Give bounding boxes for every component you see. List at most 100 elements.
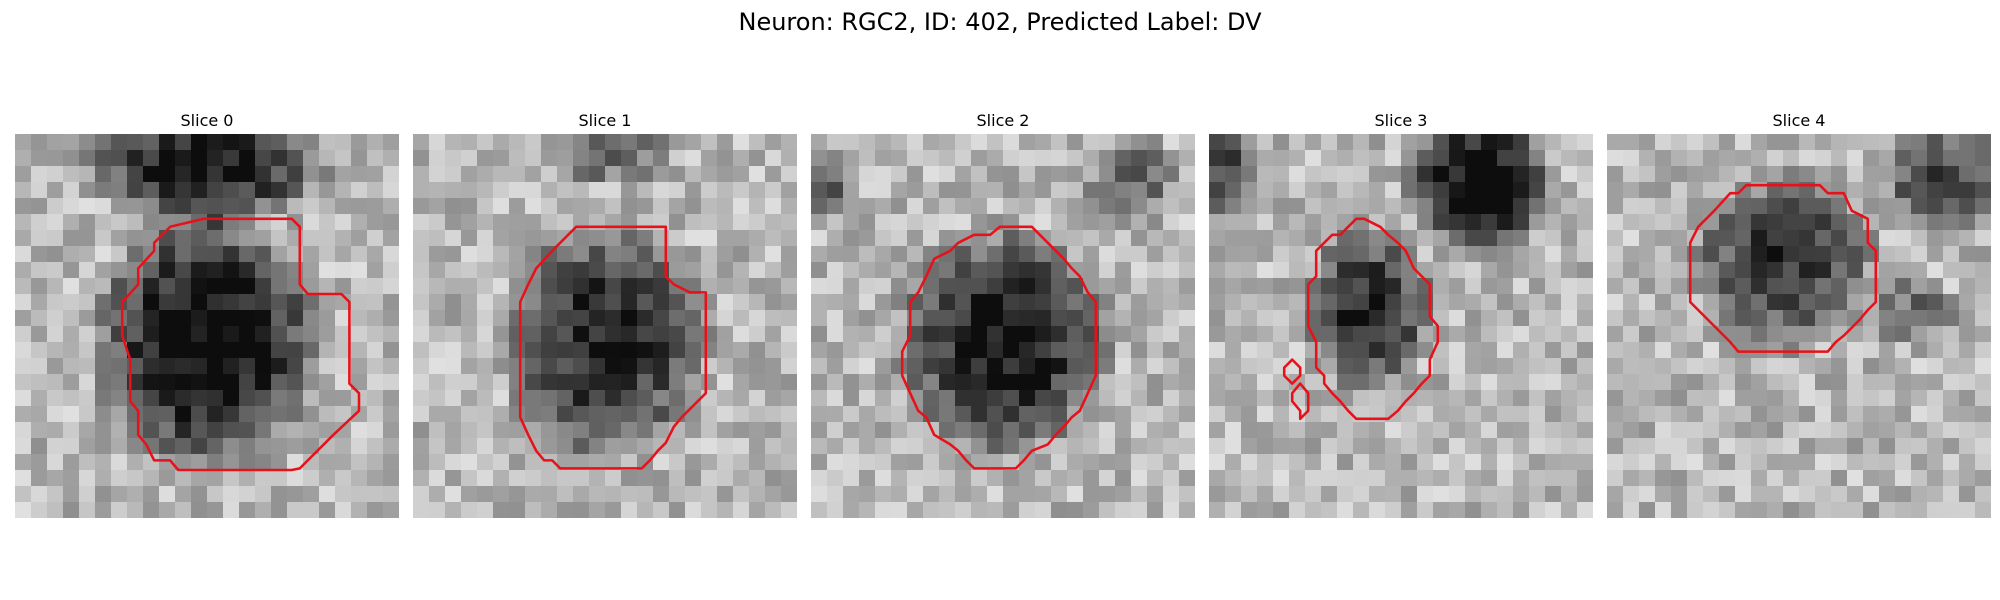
pixel <box>351 422 368 439</box>
pixel <box>239 310 256 327</box>
pixel <box>1975 310 1991 327</box>
pixel <box>891 166 908 183</box>
slice-image-1 <box>413 134 797 518</box>
pixel <box>303 310 320 327</box>
pixel <box>859 150 876 167</box>
pixel <box>1687 310 1704 327</box>
pixel <box>351 150 368 167</box>
pixel <box>1975 134 1991 151</box>
pixel <box>143 262 160 279</box>
pixel <box>1751 230 1768 247</box>
pixel <box>1353 454 1370 471</box>
pixel <box>1321 358 1338 375</box>
pixel <box>271 246 288 263</box>
pixel <box>15 198 32 215</box>
pixel <box>573 486 590 503</box>
pixel <box>923 470 940 487</box>
pixel <box>1337 454 1354 471</box>
pixel <box>79 342 96 359</box>
pixel <box>987 486 1004 503</box>
pixel <box>429 438 446 455</box>
pixel <box>923 166 940 183</box>
pixel <box>1051 230 1068 247</box>
pixel <box>1179 214 1195 231</box>
pixel <box>1655 310 1672 327</box>
pixel <box>637 358 654 375</box>
pixel <box>1815 262 1832 279</box>
pixel <box>1337 310 1354 327</box>
pixel <box>1035 358 1052 375</box>
pixel <box>1687 358 1704 375</box>
pixel <box>351 470 368 487</box>
pixel <box>859 326 876 343</box>
pixel <box>95 422 112 439</box>
pixel <box>175 390 192 407</box>
pixel <box>1019 278 1036 295</box>
pixel <box>1481 358 1498 375</box>
pixel <box>1417 438 1434 455</box>
pixel <box>573 278 590 295</box>
pixel <box>79 422 96 439</box>
pixel <box>1179 422 1195 439</box>
pixel <box>765 470 782 487</box>
pixel <box>127 214 144 231</box>
pixel <box>573 134 590 151</box>
pixel <box>207 470 224 487</box>
pixel <box>303 470 320 487</box>
pixel <box>1465 198 1482 215</box>
pixel <box>127 454 144 471</box>
pixel <box>1257 166 1274 183</box>
pixel <box>143 294 160 311</box>
pixel <box>31 390 48 407</box>
pixel <box>717 246 734 263</box>
pixel <box>239 150 256 167</box>
pixel <box>1163 214 1180 231</box>
pixel <box>319 166 336 183</box>
pixel <box>1545 342 1562 359</box>
pixel <box>971 454 988 471</box>
pixel <box>541 310 558 327</box>
pixel <box>653 486 670 503</box>
pixel <box>1545 470 1562 487</box>
pixel <box>1099 214 1116 231</box>
pixel <box>1895 454 1912 471</box>
pixel <box>509 262 526 279</box>
pixel <box>1545 358 1562 375</box>
pixel <box>383 470 399 487</box>
pixel <box>1241 326 1258 343</box>
pixel <box>1035 198 1052 215</box>
pixel <box>1545 438 1562 455</box>
pixel <box>1783 150 1800 167</box>
pixel <box>781 454 797 471</box>
pixel <box>1703 438 1720 455</box>
pixel <box>1719 310 1736 327</box>
pixel <box>1863 374 1880 391</box>
pixel <box>525 166 542 183</box>
pixel <box>605 486 622 503</box>
pixel <box>1401 486 1418 503</box>
pixel <box>1655 454 1672 471</box>
pixel <box>1687 390 1704 407</box>
pixel <box>1003 438 1020 455</box>
pixel <box>1337 198 1354 215</box>
pixel <box>1209 326 1226 343</box>
pixel <box>63 214 80 231</box>
pixel <box>1623 134 1640 151</box>
pixel <box>1401 198 1418 215</box>
pixel <box>1083 262 1100 279</box>
pixel <box>1003 390 1020 407</box>
pixel <box>1799 374 1816 391</box>
pixel <box>1735 198 1752 215</box>
pixel <box>987 310 1004 327</box>
pixel <box>1353 326 1370 343</box>
pixel <box>111 182 128 199</box>
pixel <box>1561 230 1578 247</box>
pixel <box>1449 502 1466 518</box>
pixel <box>1607 454 1624 471</box>
pixel <box>653 454 670 471</box>
pixel <box>319 438 336 455</box>
pixel <box>287 406 304 423</box>
pixel <box>1735 246 1752 263</box>
pixel <box>223 166 240 183</box>
pixel <box>1545 278 1562 295</box>
